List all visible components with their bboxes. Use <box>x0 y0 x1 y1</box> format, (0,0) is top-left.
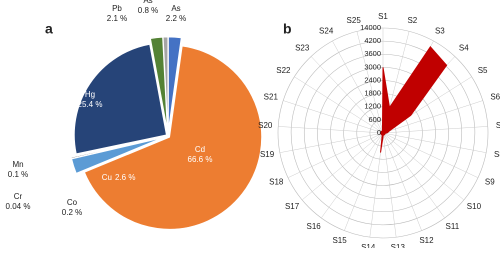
category-label: S24 <box>319 26 334 35</box>
panel-label: b <box>283 21 292 37</box>
slice-label: Hg <box>85 90 95 99</box>
category-label: S15 <box>332 236 347 245</box>
category-label: S11 <box>446 222 460 231</box>
spoke <box>283 100 384 134</box>
spoke <box>356 31 384 134</box>
slice-label: Cr <box>14 192 23 201</box>
slice-value: 0.8 % <box>138 6 158 15</box>
pie-slice <box>74 43 167 155</box>
category-label: S4 <box>459 44 469 53</box>
category-label: S10 <box>467 202 482 211</box>
category-label: S14 <box>361 243 376 248</box>
r-tick-label: 3000 <box>364 62 381 71</box>
slice-value: 66.6 % <box>188 155 213 164</box>
category-label: S17 <box>285 202 300 211</box>
category-label: S22 <box>276 66 291 75</box>
slice-label: Pb <box>112 4 122 13</box>
spoke <box>382 132 487 153</box>
category-label: S1 <box>378 12 388 21</box>
r-tick-label: 4200 <box>364 36 381 45</box>
category-label: S21 <box>264 92 279 101</box>
slice-label: Co <box>67 198 78 207</box>
category-label: S6 <box>490 92 500 101</box>
spoke <box>382 132 422 231</box>
spoke <box>278 126 384 134</box>
category-label: S19 <box>260 150 275 159</box>
slice-label: Mn <box>12 160 23 169</box>
slice-label: As <box>143 0 152 5</box>
spoke <box>382 126 488 134</box>
category-label: S9 <box>485 177 495 186</box>
category-label: S13 <box>391 243 406 248</box>
r-tick-label: 1800 <box>364 89 381 98</box>
r-tick-label: 14000 <box>360 23 381 32</box>
spoke <box>382 100 483 134</box>
spoke <box>332 40 384 134</box>
pie-slice <box>150 36 168 130</box>
spoke <box>279 132 384 153</box>
spoke <box>382 132 465 201</box>
slice-value: 2.1 % <box>107 14 127 23</box>
slice-value: 2.2 % <box>166 14 186 23</box>
slice-label: As <box>171 4 180 13</box>
category-label: S12 <box>419 236 434 245</box>
spoke <box>382 132 397 238</box>
spoke <box>301 132 384 201</box>
spoke <box>382 132 479 178</box>
category-label: S25 <box>347 16 362 25</box>
pie-slice <box>162 36 169 130</box>
radar-area <box>380 46 448 153</box>
spoke <box>310 56 384 134</box>
category-label: S16 <box>307 222 322 231</box>
pie-slice <box>70 137 162 158</box>
spoke <box>321 132 384 219</box>
r-tick-label: 2400 <box>364 75 381 84</box>
category-label: S23 <box>295 44 310 53</box>
r-tick-label: 3600 <box>364 49 381 58</box>
category-label: S2 <box>407 16 417 25</box>
spoke <box>287 132 384 178</box>
category-label: S18 <box>269 177 284 186</box>
category-label: S3 <box>435 26 445 35</box>
category-label: S7 <box>496 121 500 130</box>
r-tick-label: 600 <box>368 115 381 124</box>
pie-slice <box>71 137 162 174</box>
category-label: S20 <box>258 121 273 130</box>
slice-label: Cd <box>195 145 205 154</box>
r-tick-label: 1200 <box>364 102 381 111</box>
slice-value: 0.1 % <box>8 170 28 179</box>
slice-value: 0.04 % <box>6 202 31 211</box>
slice-label: Cu <box>102 173 112 182</box>
category-label: S5 <box>478 66 488 75</box>
pie-slice <box>168 36 182 130</box>
r-tick-label: 0 <box>377 128 381 137</box>
panel-label: a <box>45 21 53 37</box>
spoke <box>382 132 445 219</box>
category-label: S8 <box>494 150 500 159</box>
slice-value: 2.6 % <box>115 173 135 182</box>
pie-slice <box>84 45 262 230</box>
spoke <box>344 132 384 231</box>
slice-value: 25.4 % <box>78 100 103 109</box>
slice-value: 0.2 % <box>62 208 82 217</box>
spoke <box>294 76 384 134</box>
